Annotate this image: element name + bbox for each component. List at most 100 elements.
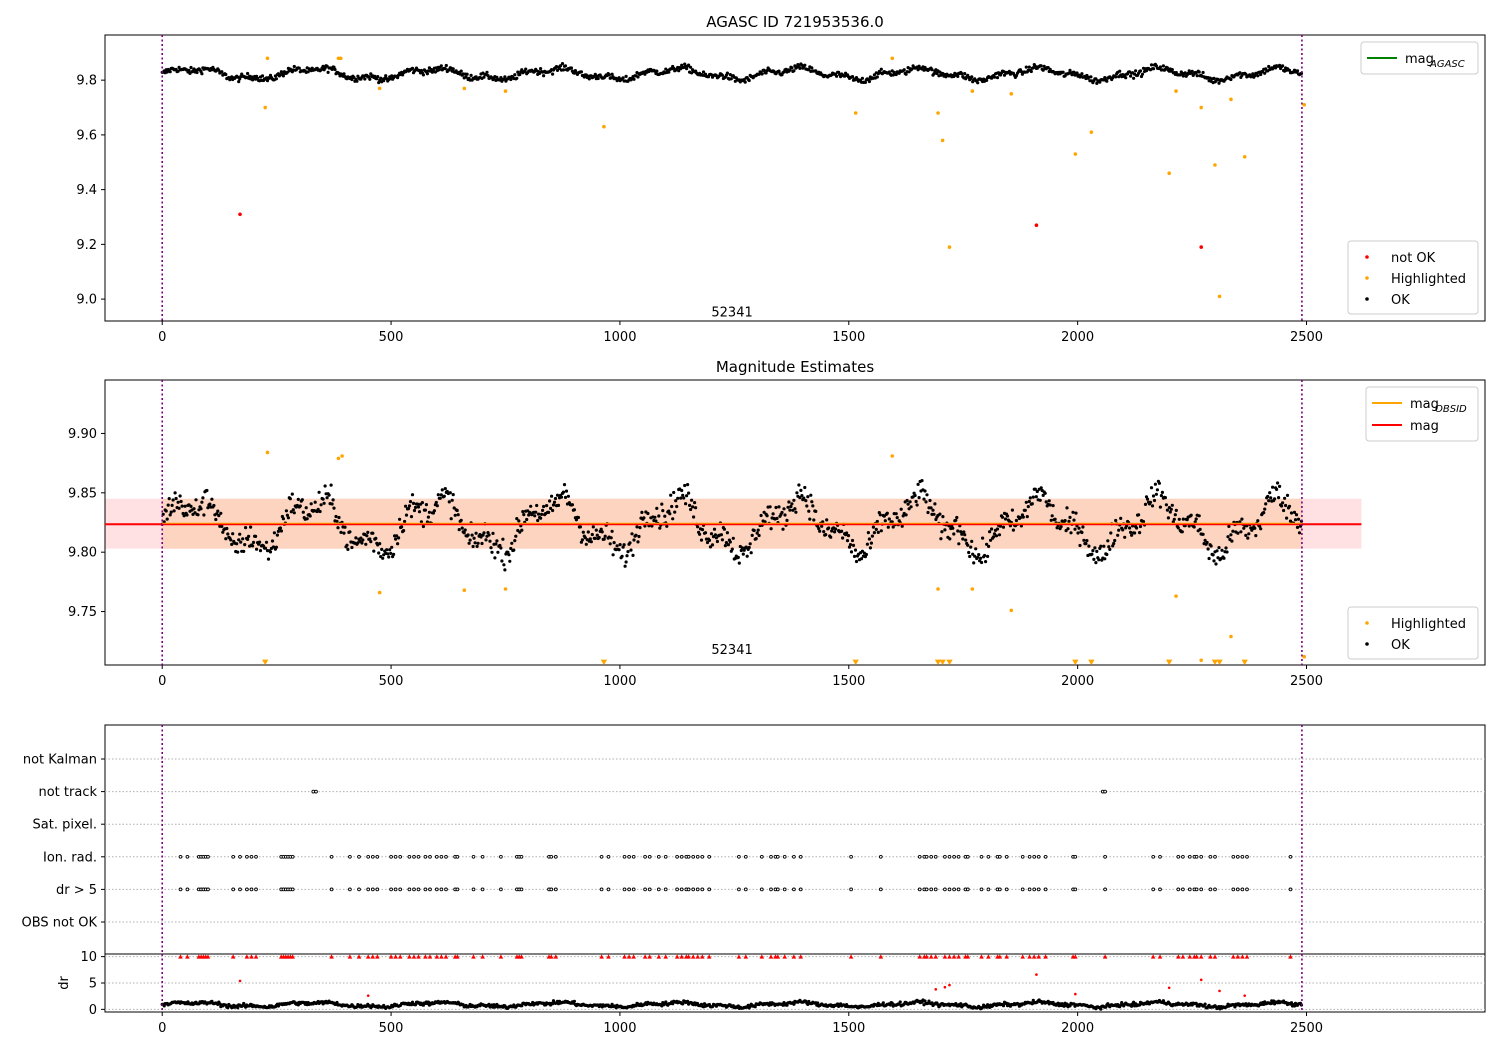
panel2-ok-point <box>239 540 243 544</box>
panel1-highlighted-point <box>1073 152 1078 156</box>
panel3-event-marker <box>206 854 210 859</box>
panel4-clipped-marker <box>370 954 376 959</box>
panel2-ok-point <box>1060 519 1064 523</box>
panel1-xtick-label: 1500 <box>832 330 865 345</box>
panel3-event-marker <box>979 854 984 859</box>
panel2-ok-point <box>868 546 873 550</box>
panel2-ok-point <box>1166 516 1170 520</box>
panel2-ok-point <box>313 500 317 504</box>
panel2-ok-point <box>1051 504 1055 508</box>
panel2-ok-point <box>1049 518 1053 522</box>
panel2-ok-point <box>1280 504 1284 508</box>
panel4-clipped-marker <box>979 954 984 959</box>
panel3-event-marker <box>423 854 428 859</box>
panel3-event-marker <box>769 854 773 859</box>
panel4-clipped-marker <box>997 954 1003 959</box>
panel2-ok-point <box>553 496 558 501</box>
panel1-not-ok-point <box>1034 223 1039 228</box>
panel1-ok-point <box>369 72 373 76</box>
panel2-ok-point <box>513 539 517 543</box>
panel2-ok-point <box>642 516 646 520</box>
panel2-ok-point <box>290 492 294 496</box>
panel1-ok-point <box>1134 69 1138 73</box>
panel4-clipped-marker <box>480 954 485 959</box>
panel2-ok-point <box>846 534 851 538</box>
panel2-ok-point <box>1169 507 1173 511</box>
panel2-ok-point <box>316 507 320 511</box>
panel1-ok-point <box>1201 70 1205 75</box>
panel3-event-marker <box>943 887 947 892</box>
panel2-ok-point <box>584 542 588 546</box>
panel3-event-marker <box>412 887 416 892</box>
panel3-event-marker <box>1032 854 1037 859</box>
panel3-category-label: Sat. pixel. <box>33 818 97 833</box>
panel2-ok-point <box>289 510 293 514</box>
panel4-clipped-marker <box>1180 954 1186 959</box>
panel2-xtick-label: 500 <box>379 674 404 689</box>
panel1-ok-point <box>902 68 906 72</box>
panel2-ok-point <box>1023 508 1027 512</box>
panel2-ok-point <box>389 551 393 556</box>
panel2-ok-point <box>417 510 422 514</box>
panel3-event-marker <box>412 854 416 859</box>
panel1-ok-point <box>596 76 600 81</box>
panel2-ok-point <box>395 534 399 538</box>
panel2-ok-point <box>219 511 223 515</box>
panel2-ok-point <box>980 560 984 565</box>
panel3-event-marker <box>1020 887 1025 892</box>
panel3-event-marker <box>416 887 421 892</box>
panel1-ok-point <box>689 65 693 69</box>
panel2-ok-point <box>938 512 942 516</box>
panel3-event-marker <box>1231 854 1236 859</box>
panel2-ok-point <box>821 520 825 524</box>
panel3-event-marker <box>499 887 503 892</box>
panel2-ok-point <box>453 513 457 517</box>
panel4-clipped-marker <box>1150 954 1156 959</box>
panel1-ok-point <box>396 76 400 80</box>
panel2-ok-point <box>1154 492 1158 496</box>
panel2-ok-point <box>1102 544 1106 548</box>
panel2-ok-point <box>432 509 436 513</box>
panel2-legend-point-swatch <box>1365 642 1369 646</box>
panel2-ok-point <box>478 533 482 537</box>
panel2-legend-line-label: mag <box>1410 419 1439 434</box>
panel2-ok-point <box>1236 531 1240 535</box>
panel2-legend-point-label: Highlighted <box>1391 617 1466 632</box>
panel2-ok-point <box>407 504 412 508</box>
panel2-ok-point <box>200 500 204 504</box>
panel2-ok-point <box>533 514 537 518</box>
panel2-ok-point <box>1262 510 1266 515</box>
panel2-ok-point <box>1185 518 1189 522</box>
panel2-ok-point <box>535 503 539 508</box>
panel2-ok-point <box>1024 500 1028 504</box>
panel1-highlighted-point <box>1217 294 1222 299</box>
panel2-ok-point <box>793 507 797 511</box>
panel2-ok-point <box>957 542 961 546</box>
panel2-ok-point <box>496 550 500 554</box>
panel2-ok-point <box>941 515 945 519</box>
panel2-ok-point <box>555 493 560 497</box>
panel1-ok-point <box>607 73 611 77</box>
panel4-ok-point <box>1001 1004 1006 1008</box>
panel3-event-marker <box>686 854 691 859</box>
panel3-category-label: OBS not OK <box>22 916 98 931</box>
panel2-ok-point <box>1107 545 1111 549</box>
panel2-ok-point <box>685 494 689 498</box>
panel2-ok-point <box>288 497 292 501</box>
panel2-ok-point <box>1117 528 1121 532</box>
panel1-highlighted-point <box>1199 105 1204 110</box>
panel2-ok-point <box>1077 526 1081 530</box>
panel2-ok-point <box>895 516 899 520</box>
panel2-ok-point <box>583 536 587 540</box>
panel1-legend-point-swatch <box>1365 255 1369 259</box>
panel1-ok-point <box>1114 75 1118 79</box>
panel2-ytick-label: 9.90 <box>68 427 97 442</box>
panel1-ok-point <box>803 63 807 67</box>
panel4-ok-point <box>1161 999 1165 1003</box>
panel2-ok-point <box>1038 498 1042 502</box>
panel2-ok-point <box>916 482 920 486</box>
panel3-event-marker <box>428 887 432 892</box>
panel1-ok-point <box>1072 70 1076 74</box>
panel2-ok-point <box>992 535 996 539</box>
panel1-ok-point <box>743 80 747 84</box>
